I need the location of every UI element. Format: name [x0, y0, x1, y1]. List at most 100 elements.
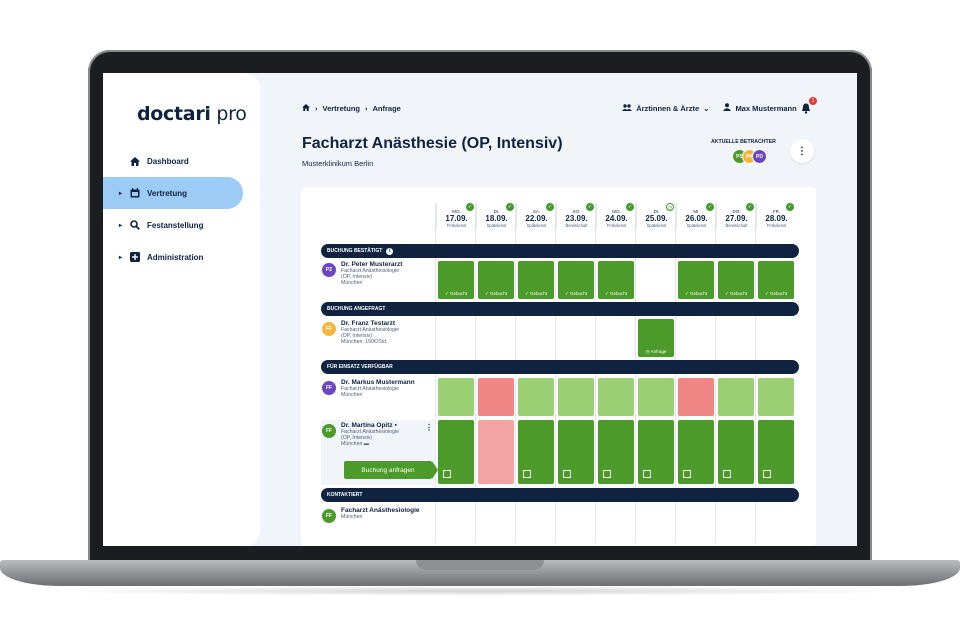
- checkbox-icon[interactable]: [763, 470, 771, 478]
- day-of-week: FR.: [772, 209, 781, 214]
- doctor-info[interactable]: FF Dr. Markus Mustermann Facharzt Anästh…: [321, 379, 435, 398]
- shift-cell-booked[interactable]: ✓ Gebucht: [758, 261, 794, 299]
- sidebar-item-administration[interactable]: ▸ Administration: [103, 241, 260, 273]
- section-title: FÜR EINSATZ VERFÜGBAR: [327, 364, 393, 370]
- day-shift: Bereitschaft: [565, 223, 588, 228]
- doctor-location: München, 150€/Std.: [341, 339, 388, 345]
- request-label: ◷ Anfrage: [645, 349, 667, 354]
- sidebar-item-vertretung[interactable]: ▸ Vertretung: [103, 177, 243, 209]
- checkbox-icon[interactable]: [563, 470, 571, 478]
- shift-cell-available[interactable]: [518, 378, 554, 416]
- clock-icon: ◷: [666, 203, 674, 211]
- booked-label: ✓ Gebucht: [444, 291, 468, 296]
- booked-text: Gebucht: [730, 291, 748, 296]
- chevron-right-icon: ▸: [119, 190, 123, 197]
- shift-cell-booked[interactable]: ✓ Gebucht: [678, 261, 714, 299]
- chevron-down-icon: ⌄: [703, 103, 710, 113]
- day-of-week: MI.: [693, 209, 700, 214]
- doctor-specialty: Facharzt Anästhesiologie: [341, 327, 399, 333]
- day-of-week: SA.: [532, 209, 541, 214]
- shift-cell-selectable[interactable]: [638, 420, 674, 484]
- shift-cell-available[interactable]: [438, 378, 474, 416]
- day-of-week: DI.: [653, 209, 660, 214]
- booked-text: Gebucht: [530, 291, 548, 296]
- more-options-button[interactable]: ⋮: [790, 139, 814, 163]
- day-date: 26.09.: [685, 214, 708, 223]
- check-icon: ✓: [466, 203, 474, 211]
- day-header: ✓ MO. 17.09. Frühdienst: [436, 203, 476, 228]
- checkbox-icon[interactable]: [643, 470, 651, 478]
- booked-label: ✓ Gebucht: [524, 291, 548, 296]
- breadcrumb-link-vertretung[interactable]: Vertretung: [322, 104, 361, 113]
- checkbox-icon[interactable]: [603, 470, 611, 478]
- shift-cell-available[interactable]: [598, 378, 634, 416]
- shift-cell-requested[interactable]: ◷ Anfrage: [638, 319, 674, 357]
- booked-label: ✓ Gebucht: [764, 291, 788, 296]
- doctor-info[interactable]: FF Dr. Martina Opitz ▪ Facharzt Anästhes…: [321, 422, 435, 447]
- check-icon: ✓: [746, 203, 754, 211]
- home-icon[interactable]: [302, 104, 310, 113]
- doctor-location: München: [341, 441, 363, 447]
- header-menus: Ärztinnen & Ärzte ⌄ Max Mustermann ⌄: [622, 103, 807, 113]
- check-icon: ✓: [786, 203, 794, 211]
- shift-cell-selectable[interactable]: [678, 420, 714, 484]
- chevron-right-icon: ›: [365, 104, 368, 113]
- shift-cell-booked[interactable]: ✓ Gebucht: [558, 261, 594, 299]
- user-menu[interactable]: Max Mustermann ⌄: [723, 103, 807, 113]
- shift-cell-booked[interactable]: ✓ Gebucht: [478, 261, 514, 299]
- doctor-specialty: Facharzt Anästhesiologie: [341, 429, 399, 435]
- day-date: 27.09.: [725, 214, 748, 223]
- avatar: FF: [322, 381, 336, 395]
- shift-cell-available[interactable]: [638, 378, 674, 416]
- day-date: 24.09.: [605, 214, 628, 223]
- shift-cell-selectable[interactable]: [758, 420, 794, 484]
- shift-cell-unavailable: [678, 378, 714, 416]
- calendar-icon: [129, 188, 141, 199]
- section-header-contacted: KONTAKTIERT: [321, 488, 799, 502]
- chat-icon[interactable]: ▪: [394, 422, 397, 429]
- shift-cell-booked[interactable]: ✓ Gebucht: [598, 261, 634, 299]
- shift-cell-available[interactable]: [758, 378, 794, 416]
- day-header: ✓ FR. 28.09. Frühdienst: [756, 203, 796, 228]
- shift-cell-selectable[interactable]: [718, 420, 754, 484]
- shift-cell-selectable[interactable]: [558, 420, 594, 484]
- shift-cell-unavailable: [478, 420, 514, 484]
- doctor-info[interactable]: FF Dr. Franz Testarzt Facharzt Anästhesi…: [321, 320, 435, 345]
- checkbox-icon[interactable]: [523, 470, 531, 478]
- checkbox-icon[interactable]: [443, 470, 451, 478]
- viewer-avatars: PS PK PD: [732, 149, 767, 164]
- request-text: Anfrage: [650, 349, 667, 354]
- section-title: KONTAKTIERT: [327, 492, 363, 498]
- doctor-info[interactable]: FF Facharzt Anästhesiologie München: [321, 507, 435, 523]
- page-title: Facharzt Anästhesie (OP, Intensiv): [302, 135, 563, 152]
- sidebar-item-festanstellung[interactable]: ▸ Festanstellung: [103, 209, 260, 241]
- booked-label: ✓ Gebucht: [484, 291, 508, 296]
- sidebar-item-label: Administration: [147, 252, 204, 262]
- schedule-card: ✓ MO. 17.09. Frühdienst ✓ DI. 18.09. Spätdiens…: [301, 187, 816, 546]
- checkbox-icon[interactable]: [683, 470, 691, 478]
- shift-cell-booked[interactable]: ✓ Gebucht: [438, 261, 474, 299]
- users-icon: [622, 103, 633, 113]
- checkbox-icon[interactable]: [723, 470, 731, 478]
- shift-cell-selectable[interactable]: [518, 420, 554, 484]
- sidebar-item-dashboard[interactable]: Dashboard: [103, 145, 260, 177]
- doctors-menu[interactable]: Ärztinnen & Ärzte ⌄: [622, 104, 709, 113]
- chevron-right-icon: ▸: [119, 254, 123, 261]
- doctor-location: München: [341, 392, 363, 398]
- info-icon[interactable]: i: [386, 247, 394, 255]
- request-booking-button[interactable]: Buchung anfragen: [344, 461, 438, 479]
- avatar[interactable]: PD: [752, 149, 767, 164]
- day-shift: Frühdienst: [446, 223, 467, 228]
- shift-cell-available[interactable]: [718, 378, 754, 416]
- more-vertical-icon[interactable]: ⋮: [425, 423, 433, 432]
- booked-text: Gebucht: [490, 291, 508, 296]
- shift-cell-selectable[interactable]: [438, 420, 474, 484]
- shift-cell-booked[interactable]: ✓ Gebucht: [718, 261, 754, 299]
- day-header: ✓ DO. 27.09. Bereitschaft: [716, 203, 756, 228]
- shift-cell-available[interactable]: [558, 378, 594, 416]
- bell-icon[interactable]: 1: [801, 97, 817, 114]
- shift-cell-booked[interactable]: ✓ Gebucht: [518, 261, 554, 299]
- doctor-info[interactable]: PZ Dr. Peter Musterarzt Facharzt Anästhe…: [321, 261, 435, 286]
- day-date: 25.09.: [645, 214, 668, 223]
- shift-cell-selectable[interactable]: [598, 420, 634, 484]
